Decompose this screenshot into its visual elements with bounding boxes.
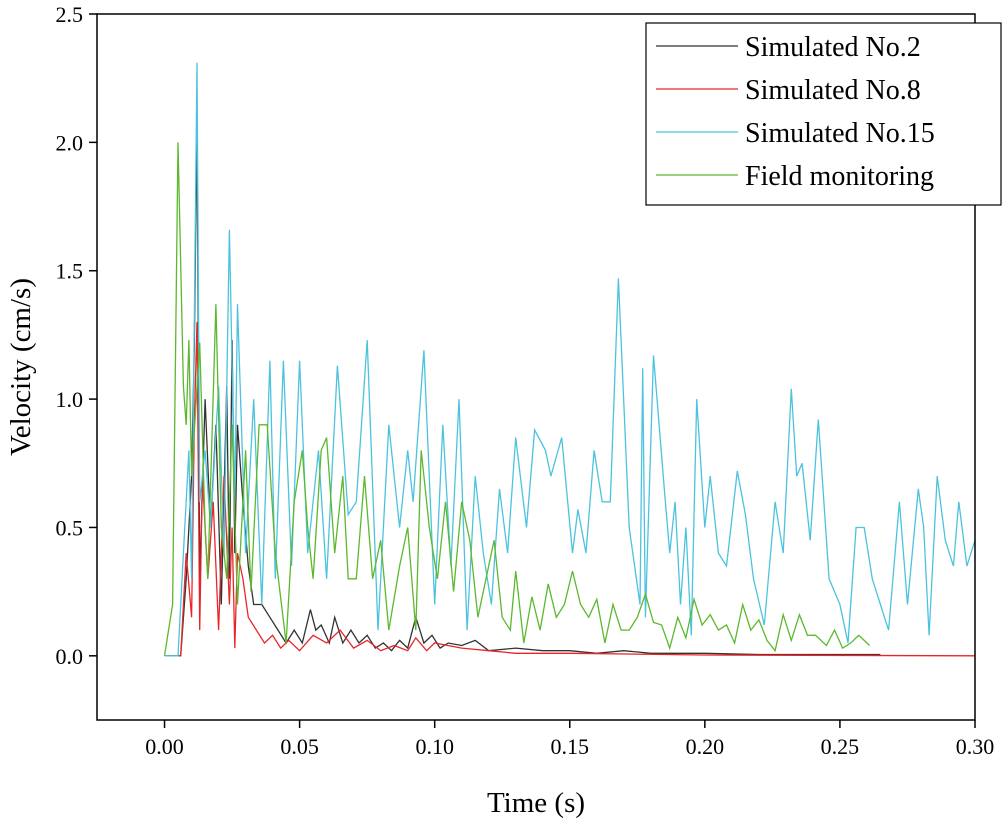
x-tick-label: 0.30 — [956, 734, 995, 759]
legend-label: Simulated No.8 — [745, 75, 921, 106]
x-tick-label: 0.25 — [821, 734, 860, 759]
y-tick-label: 2.5 — [56, 2, 84, 27]
series-line-4 — [163, 142, 871, 656]
legend: Simulated No.2 Simulated No.8 Simulated No… — [645, 22, 1002, 206]
y-tick-label: 0.0 — [56, 644, 84, 669]
series-line-1 — [164, 121, 881, 657]
y-tick-label: 2.0 — [56, 130, 84, 155]
x-tick-label: 0.15 — [551, 734, 590, 759]
y-tick-label: 1.5 — [56, 259, 84, 284]
y-axis-label: Velocity (cm/s) — [5, 278, 37, 456]
plot-frame — [96, 13, 976, 721]
series-line-2 — [164, 322, 976, 657]
y-tick-label: 0.5 — [56, 515, 84, 540]
series-line-3 — [164, 62, 976, 657]
legend-label: Simulated No.2 — [745, 32, 921, 63]
y-tick-label: 1.0 — [56, 387, 84, 412]
x-tick-label: 0.05 — [280, 734, 319, 759]
x-tick-label: 0.10 — [415, 734, 454, 759]
series-layer — [163, 62, 976, 657]
x-tick-label: 0.00 — [145, 734, 184, 759]
legend-label: Field monitoring — [745, 161, 934, 192]
x-tick-label: 0.20 — [686, 734, 725, 759]
ticks-layer: 0.00 0.05 0.10 0.15 0.20 0.25 0.30 0.0 0.5 1.0 1.5… — [56, 2, 995, 759]
x-axis-label: Time (s) — [487, 787, 585, 819]
legend-label: Simulated No.15 — [745, 118, 935, 149]
